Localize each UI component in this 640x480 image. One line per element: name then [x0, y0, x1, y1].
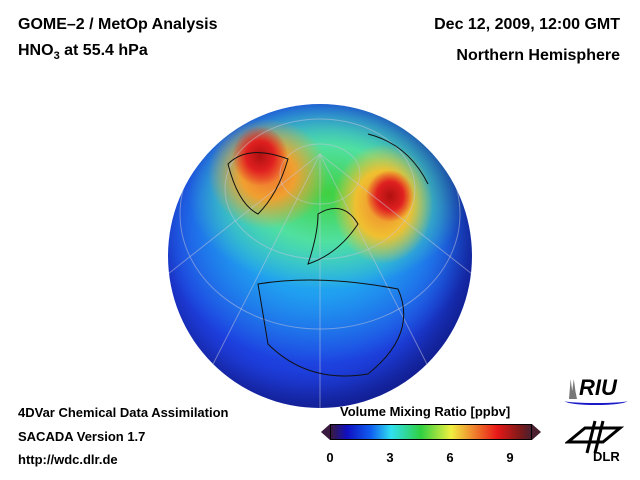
hemisphere-map [168, 104, 472, 408]
dlr-logo: DLR [563, 418, 630, 468]
colorbar-tick: 3 [386, 450, 394, 465]
riu-logo: RIU [565, 375, 630, 405]
dlr-emblem-icon [563, 420, 625, 454]
colorbar-tick: 6 [446, 450, 454, 465]
date-time: Dec 12, 2009, 12:00 GMT [434, 16, 620, 33]
dlr-text: DLR [593, 449, 620, 464]
colorbar [330, 424, 532, 440]
colorbar-min-arrow [321, 424, 330, 440]
method-label: 4DVar Chemical Data Assimilation [18, 405, 229, 420]
cathedral-icon [569, 379, 577, 399]
url-link[interactable]: http://wdc.dlr.de [18, 452, 118, 467]
colorbar-tick: 0 [326, 450, 334, 465]
subtitle: HNO3 at 55.4 hPa [18, 42, 148, 62]
wave-icon [565, 397, 627, 405]
species-subscript: 3 [53, 50, 60, 63]
species: HNO [18, 42, 54, 59]
graticule [168, 104, 472, 408]
riu-text: RIU [579, 375, 617, 400]
colorbar-max-arrow [532, 424, 541, 440]
colorbar-title: Volume Mixing Ratio [ppbv] [340, 404, 511, 419]
version-label: SACADA Version 1.7 [18, 429, 146, 444]
title: GOME–2 / MetOp Analysis [18, 16, 218, 33]
colorbar-tick: 9 [506, 450, 514, 465]
region: Northern Hemisphere [456, 47, 620, 64]
pressure-level: at 55.4 hPa [59, 42, 148, 59]
